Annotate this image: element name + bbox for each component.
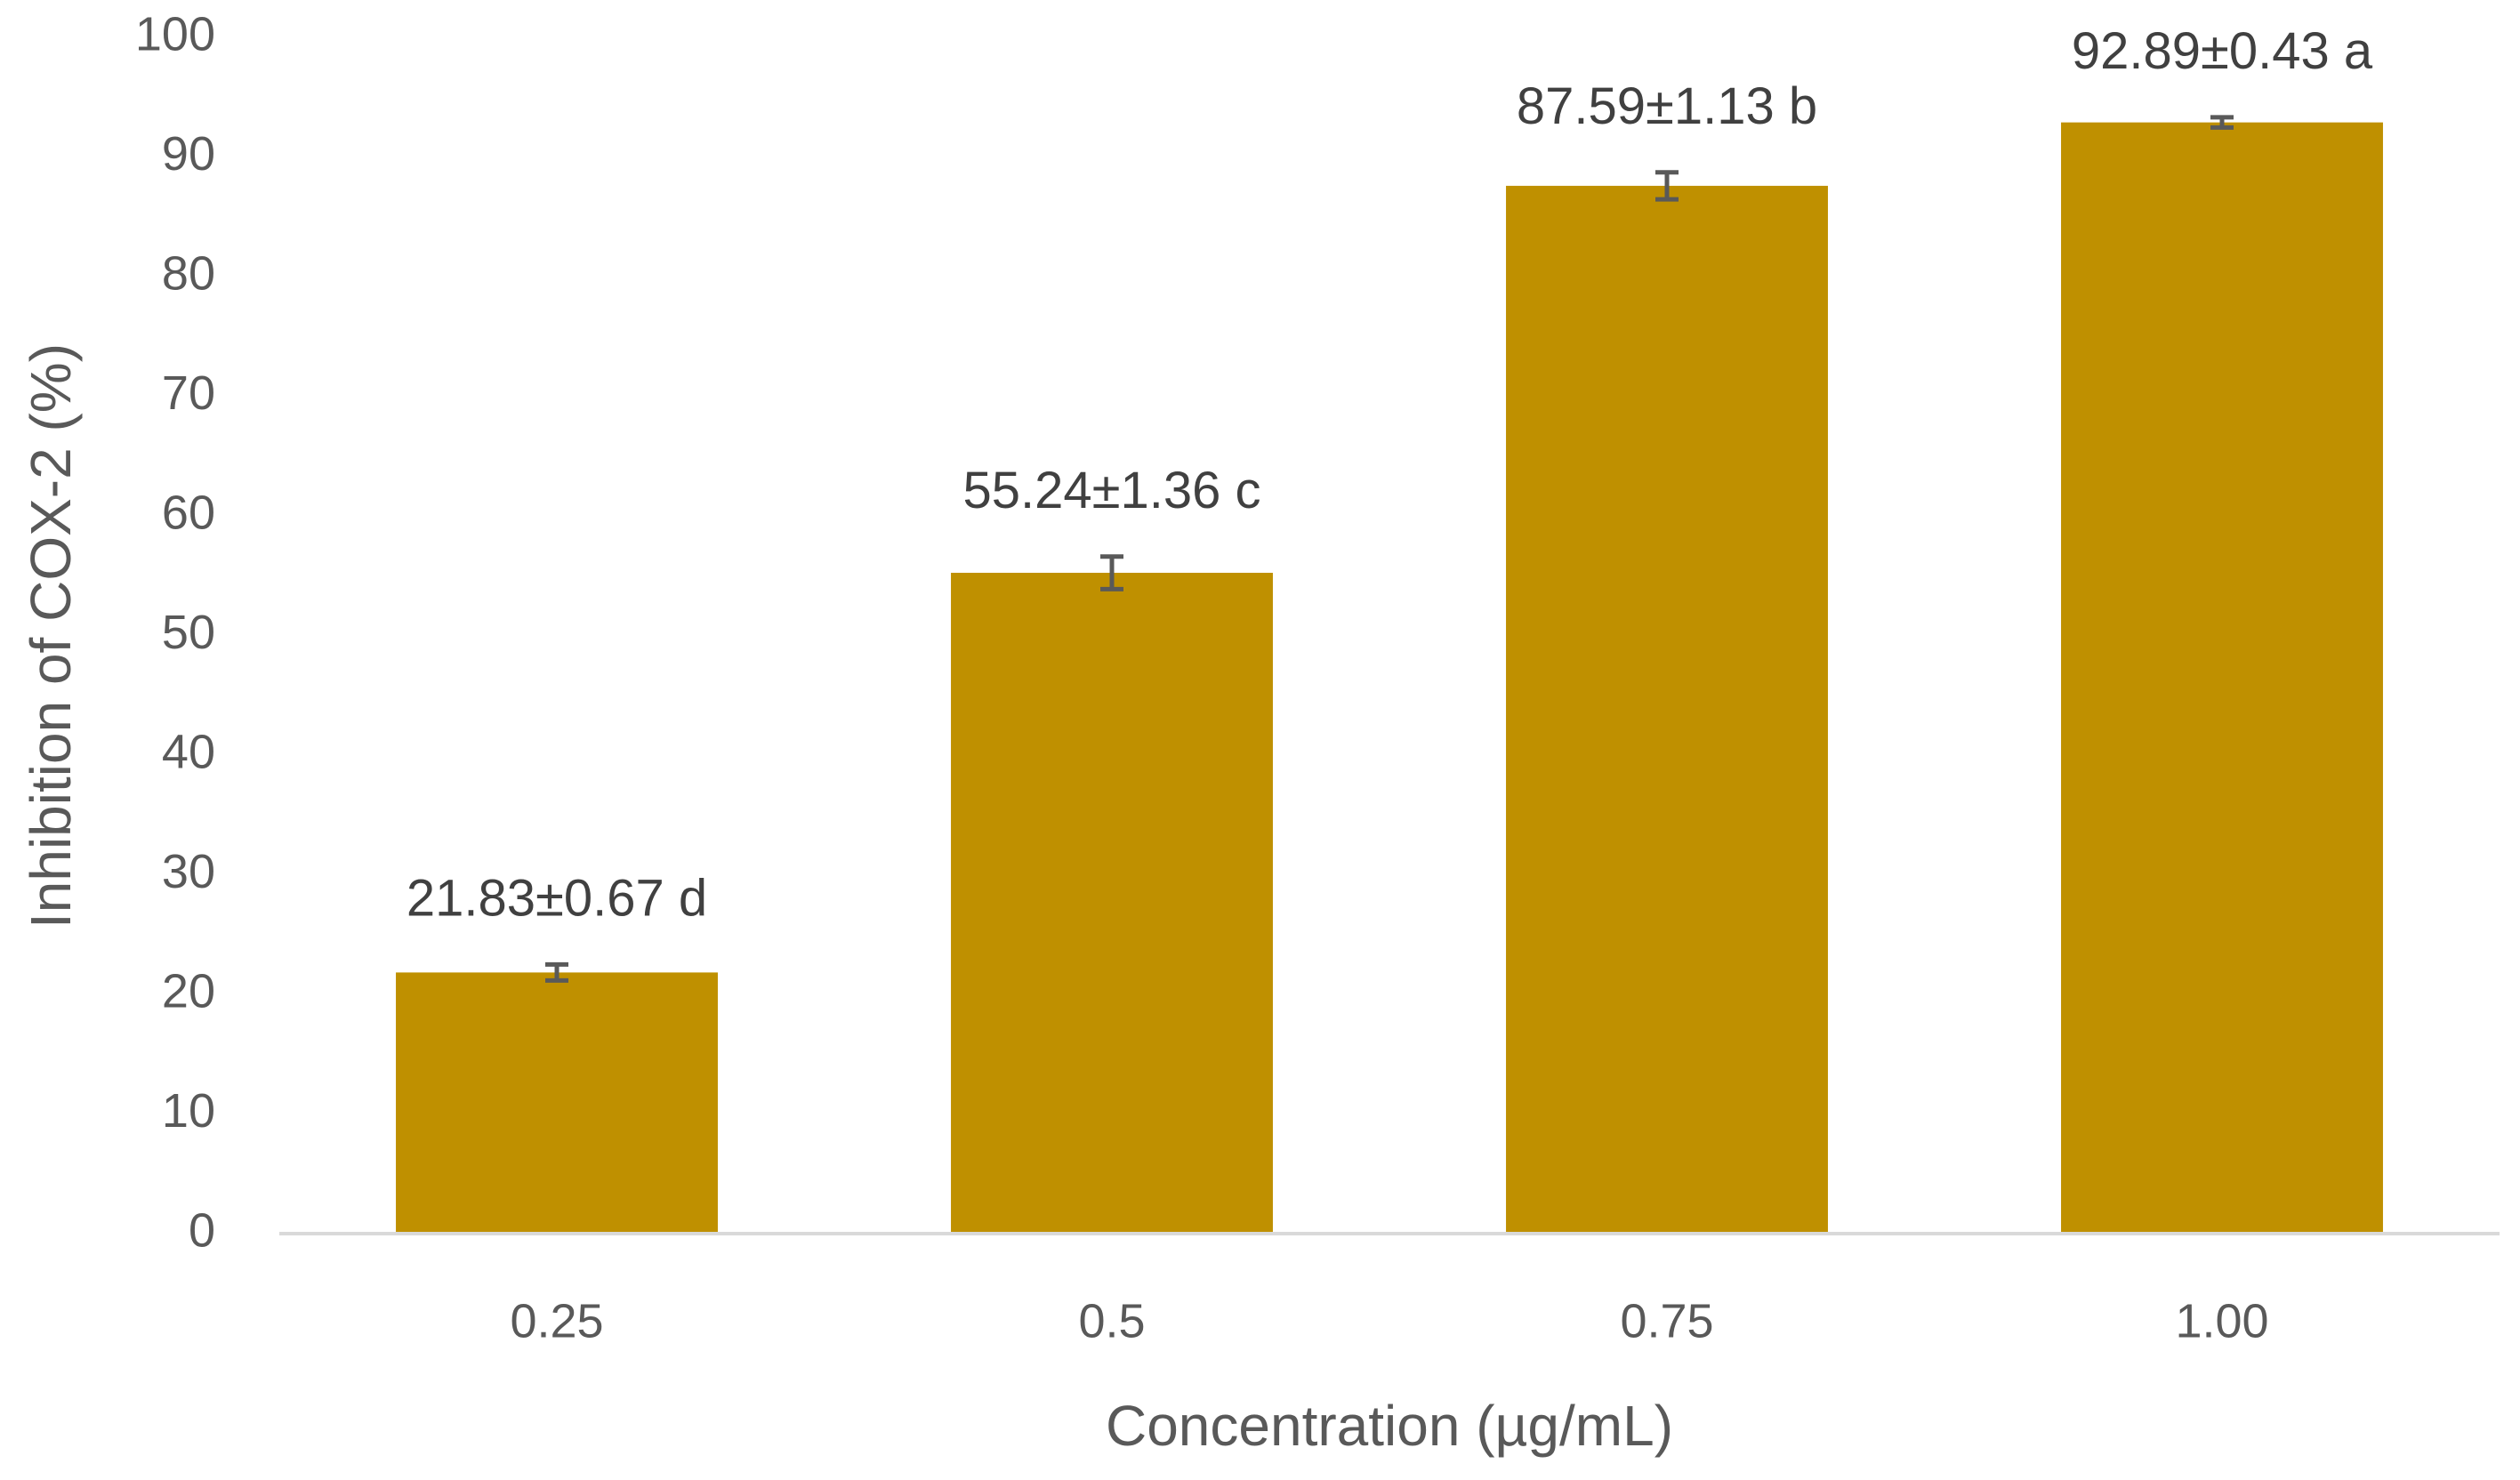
bar — [1506, 185, 1828, 1234]
y-tick-label: 40 — [162, 725, 215, 778]
data-label: 87.59±1.13 b — [1517, 77, 1817, 135]
bar — [951, 573, 1273, 1234]
y-axis-title: Inhibition of COX-2 (%) — [19, 343, 83, 929]
data-label: 55.24±1.36 c — [963, 462, 1261, 519]
y-tick-label: 90 — [162, 127, 215, 181]
y-tick-label: 70 — [162, 366, 215, 420]
error-bar — [1655, 170, 1679, 202]
bar — [396, 972, 718, 1234]
bar — [2061, 122, 2383, 1234]
x-tick-label: 0.5 — [1078, 1294, 1145, 1347]
y-tick-label: 0 — [189, 1203, 215, 1257]
x-tick-label: 0.75 — [1620, 1294, 1713, 1347]
error-bar — [1100, 554, 1123, 591]
x-tick-label: 0.25 — [510, 1294, 603, 1347]
y-tick-label: 20 — [162, 964, 215, 1017]
error-bar — [545, 961, 568, 983]
y-tick-label: 30 — [162, 845, 215, 898]
data-label: 21.83±0.67 d — [407, 870, 707, 928]
x-axis-title: Concentration (µg/mL) — [1106, 1394, 1673, 1458]
y-tick-label: 50 — [162, 606, 215, 659]
y-tick-label: 100 — [135, 7, 215, 60]
error-bar — [2210, 115, 2234, 130]
x-tick-label: 1.00 — [2175, 1294, 2268, 1347]
y-tick-label: 10 — [162, 1084, 215, 1138]
y-tick-label: 60 — [162, 486, 215, 539]
y-tick-label: 80 — [162, 246, 215, 300]
data-label: 92.89±0.43 a — [2072, 22, 2373, 80]
